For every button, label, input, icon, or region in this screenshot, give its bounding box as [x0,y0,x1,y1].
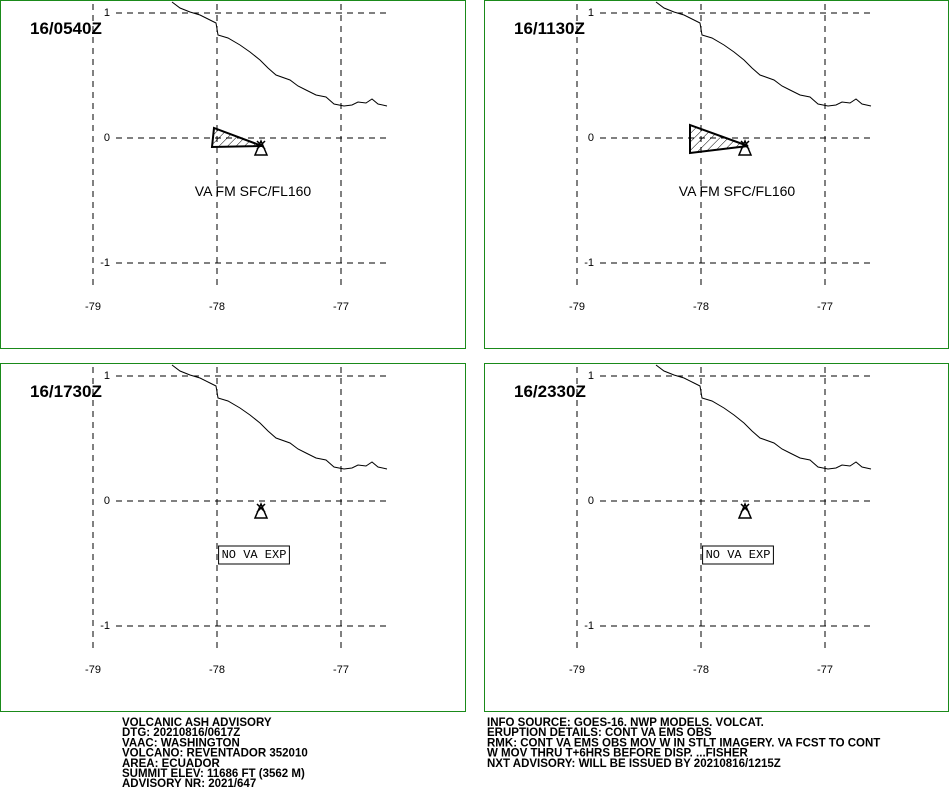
map-panel: -79 -78 -77 1 0 -1 16/0540Z VA FM SFC/FL160 [0,0,466,349]
advisory-line: ERUPTION DETAILS: CONT VA EMS OBS [487,727,712,739]
lon-tick-label: -78 [693,664,709,676]
advisory-line: INFO SOURCE: GOES-16. NWP MODELS. VOLCAT… [487,717,764,729]
coastline [171,364,388,470]
panel-frame [484,0,949,349]
ash-area [689,123,749,155]
annotation-box [218,545,290,565]
annotation: NO VA EXP [222,548,287,562]
valid-time: 16/1130Z [514,19,585,38]
lon-tick-label: -79 [569,301,585,313]
panel-frame [484,363,949,712]
lon-tick-label: -78 [209,664,225,676]
lat-tick-label: 0 [588,495,594,507]
lat-tick-label: 0 [104,495,110,507]
lat-tick-label: 1 [588,370,594,382]
lat-tick-label: -1 [100,257,110,269]
annotation-box [702,545,774,565]
volcano-symbol [253,139,269,156]
panel-frame [0,0,466,349]
annotation: VA FM SFC/FL160 [679,183,796,199]
advisory-line: NXT ADVISORY: WILL BE ISSUED BY 20210816… [487,758,781,770]
advisory-line: SUMMIT ELEV: 11686 FT (3562 M) [122,768,305,780]
coastline [171,1,388,107]
lat-tick-label: 1 [104,370,110,382]
annotation: NO VA EXP [706,548,771,562]
lon-tick-label: -79 [85,664,101,676]
lon-tick-label: -79 [85,301,101,313]
lat-tick-label: -1 [584,257,594,269]
advisory-line: ADVISORY NR: 2021/647 [122,778,256,790]
lat-tick-label: 0 [588,132,594,144]
lat-tick-label: -1 [584,620,594,632]
advisory-line: DTG: 20210816/0617Z [122,727,240,739]
advisory-line: AREA: ECUADOR [122,758,220,770]
lon-tick-label: -79 [569,664,585,676]
map-panel: -79 -78 -77 1 0 -1 16/1130Z VA FM SFC/FL160 [484,0,949,349]
lat-tick-label: -1 [100,620,110,632]
map-panel: -79 -78 -77 1 0 -1 16/2330Z NO VA EXP [484,363,949,712]
advisory-line: W MOV THRU T+6HRS BEFORE DISP. ...FISHER [487,748,749,760]
coastline [655,1,872,107]
lat-tick-label: 1 [588,7,594,19]
lon-tick-label: -78 [209,301,225,313]
lat-tick-label: 0 [104,132,110,144]
volcano-symbol [737,502,753,519]
volcano-symbol [737,139,753,156]
lon-tick-label: -77 [817,301,833,313]
lat-tick-label: 1 [104,7,110,19]
advisory-line: VOLCANO: REVENTADOR 352010 [122,748,308,760]
valid-time: 16/2330Z [514,382,586,401]
lon-tick-label: -78 [693,301,709,313]
lon-tick-label: -77 [333,301,349,313]
ash-area [210,126,263,149]
lon-tick-label: -77 [817,664,833,676]
valid-time: 16/0540Z [30,19,102,38]
volcano-symbol [253,502,269,519]
advisory-line: VOLCANIC ASH ADVISORY [122,717,272,729]
advisory-line: RMK: CONT VA EMS OBS MOV W IN STLT IMAGE… [487,737,880,749]
valid-time: 16/1730Z [30,382,102,401]
annotation: VA FM SFC/FL160 [195,183,312,199]
panel-frame [0,363,466,712]
advisory-line: VAAC: WASHINGTON [122,737,240,749]
lon-tick-label: -77 [333,664,349,676]
coastline [655,364,872,470]
map-panel: -79 -78 -77 1 0 -1 16/1730Z NO VA EXP [0,363,466,712]
